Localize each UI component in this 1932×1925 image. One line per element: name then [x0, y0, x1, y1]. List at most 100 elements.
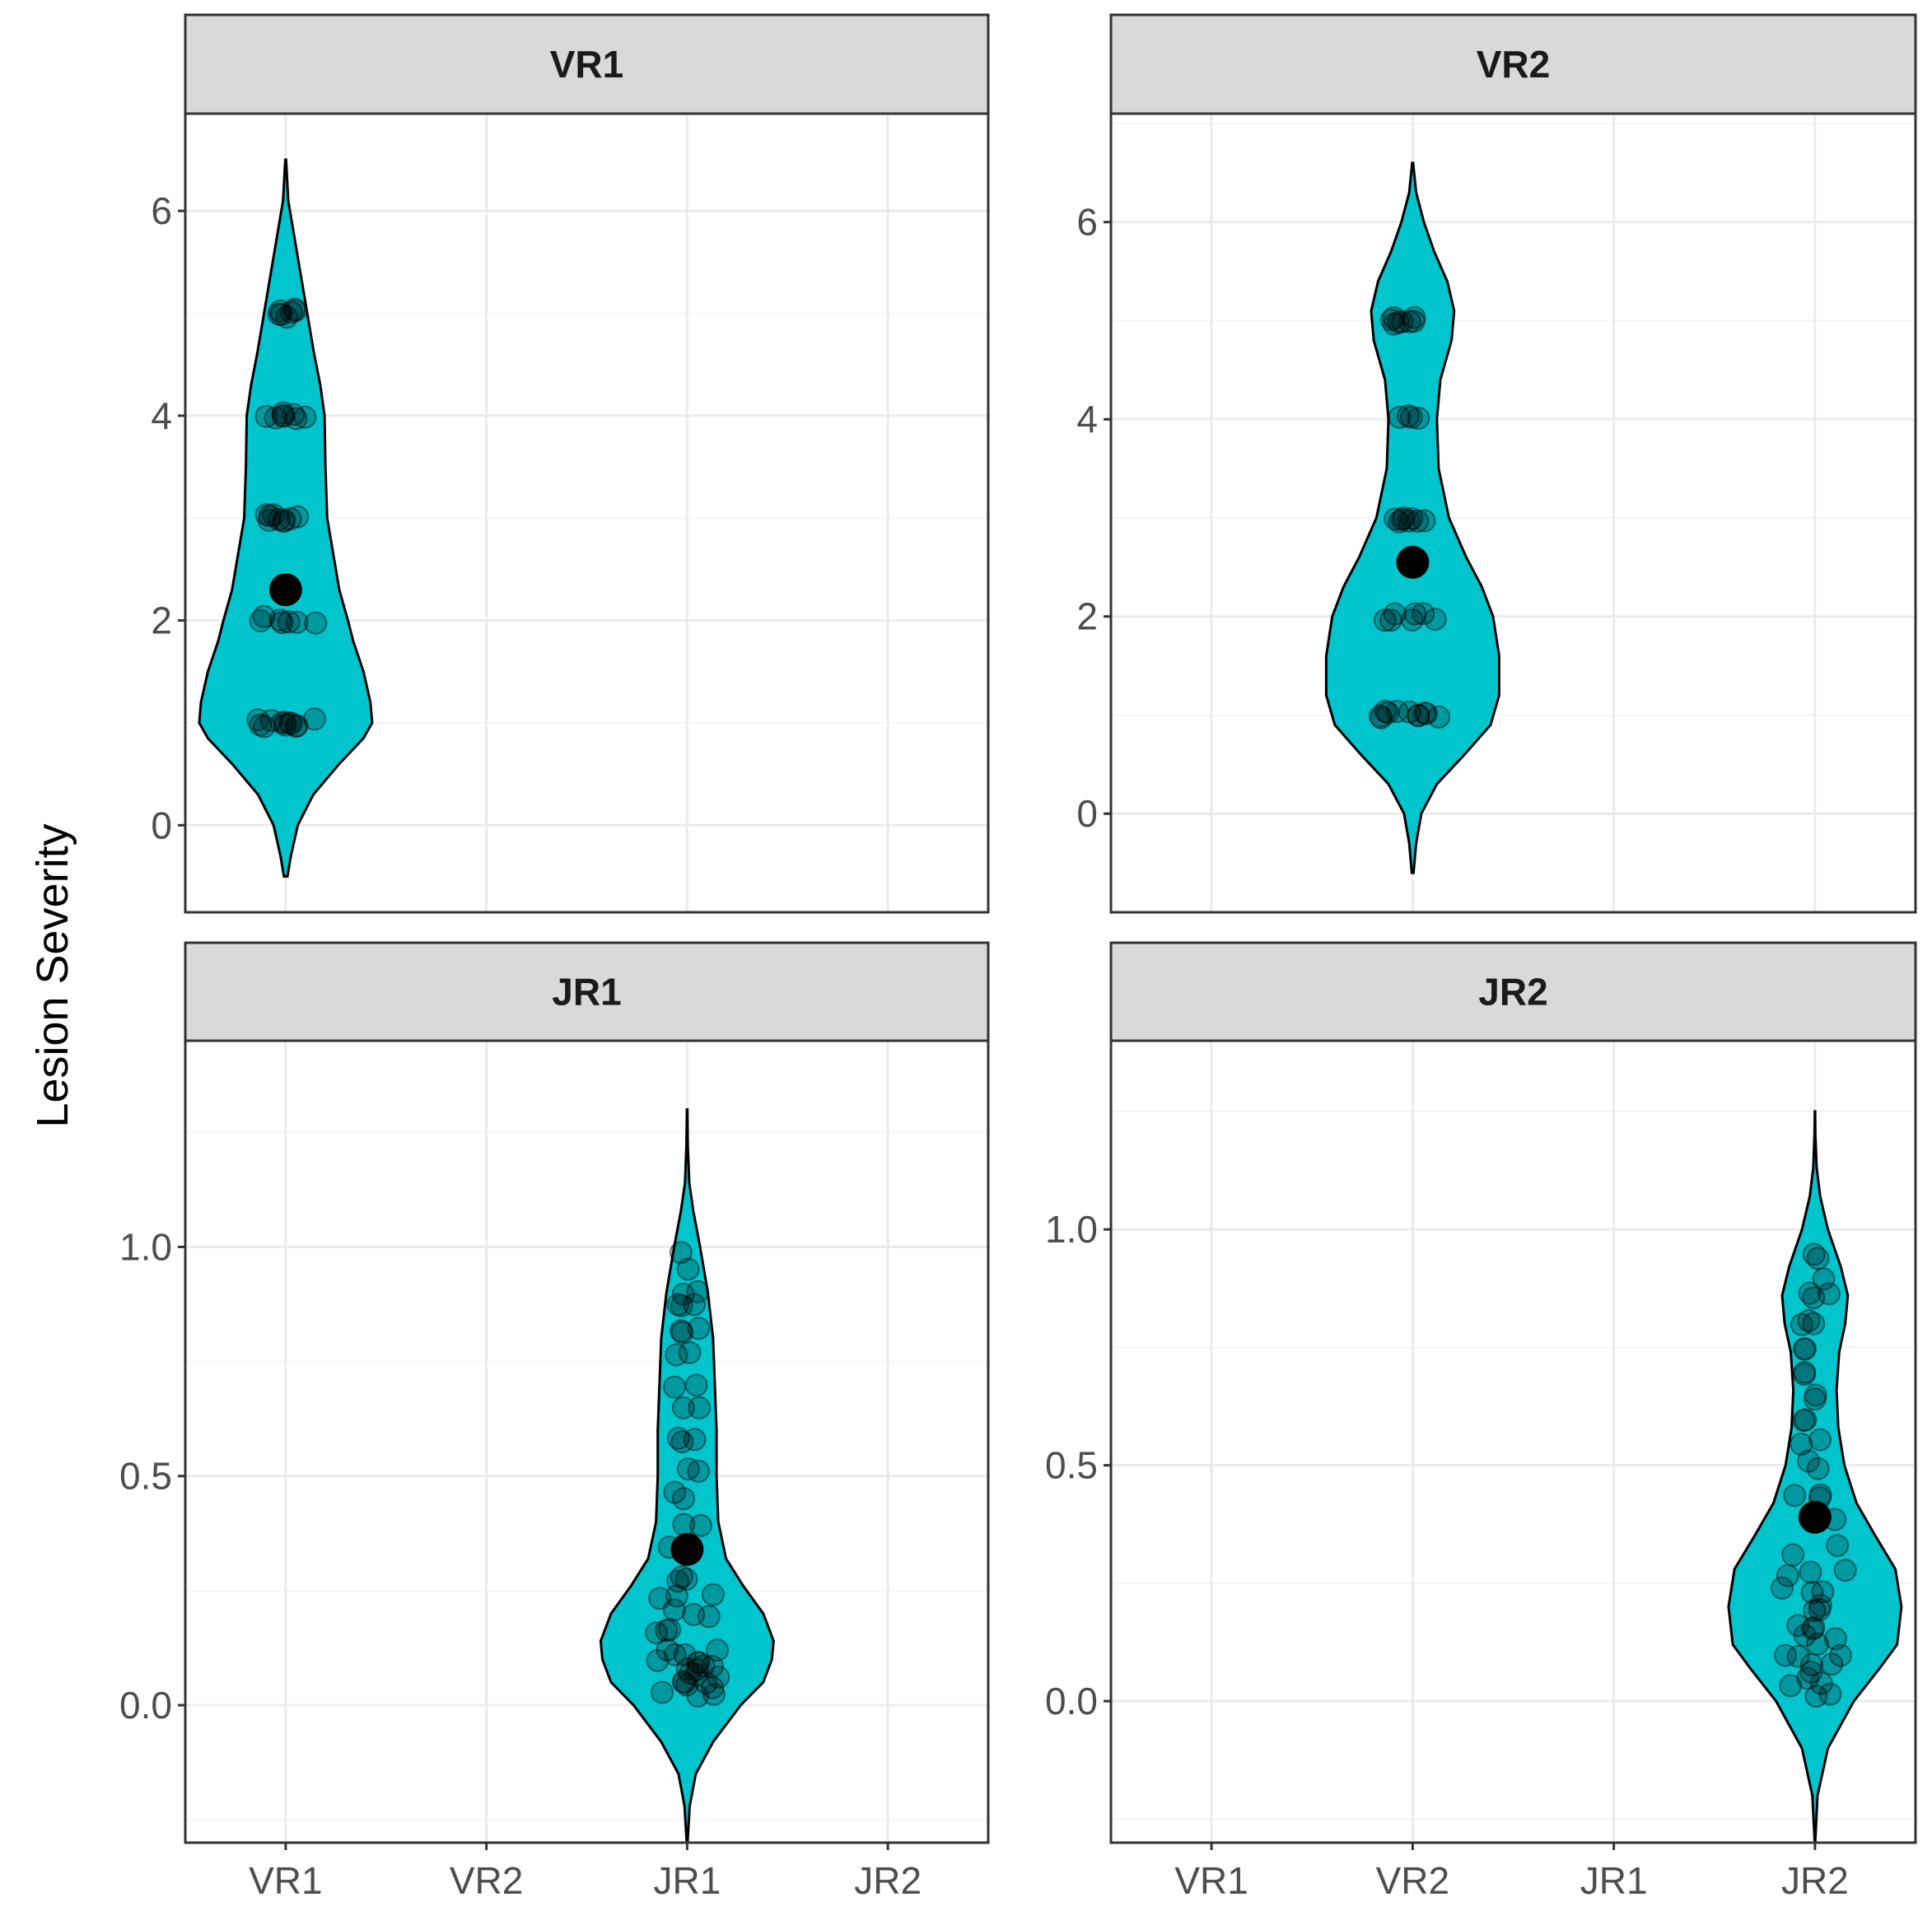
data-point — [666, 1426, 690, 1450]
violin-jr2 — [1727, 1110, 1903, 1844]
data-point — [1399, 405, 1423, 429]
data-point — [1783, 1484, 1807, 1508]
data-point — [688, 1396, 712, 1419]
data-point — [304, 611, 328, 635]
data-point — [1793, 1360, 1817, 1384]
panel-vr1: VR1 0 2 4 6 — [151, 13, 990, 914]
data-point — [1412, 602, 1435, 626]
data-point — [273, 711, 297, 734]
data-point — [1804, 1383, 1827, 1407]
facet-strip-label: VR1 — [550, 43, 623, 86]
data-point — [278, 507, 302, 531]
data-point — [270, 611, 294, 635]
data-point — [1402, 305, 1426, 329]
data-point — [1800, 1581, 1824, 1605]
facet-strip-label: JR1 — [552, 971, 621, 1014]
data-point — [663, 1643, 687, 1666]
data-point — [1806, 1247, 1830, 1270]
data-point — [666, 1569, 689, 1593]
facet-strip-label: VR2 — [1477, 43, 1550, 86]
data-point — [267, 507, 291, 531]
data-point — [1398, 310, 1422, 333]
data-point — [1388, 510, 1412, 534]
panel-jr1: JR1 0.0 0.5 1.0 VR1 VR2 JR1 JR2 — [119, 941, 990, 1902]
y-tick-label: 4 — [1076, 398, 1098, 440]
y-tick-label: 6 — [151, 189, 172, 232]
data-point — [1384, 507, 1407, 531]
data-point — [689, 1513, 712, 1537]
data-point — [669, 1319, 693, 1343]
facet-strip — [1109, 941, 1917, 1042]
data-point — [658, 1618, 681, 1642]
data-point — [1802, 1286, 1826, 1310]
data-point — [258, 504, 282, 528]
data-point — [269, 302, 293, 326]
data-point — [1407, 704, 1430, 728]
data-point — [267, 302, 291, 326]
panel-background — [1111, 114, 1916, 912]
data-point — [673, 1643, 697, 1666]
data-point — [701, 1676, 725, 1699]
data-point — [707, 1666, 730, 1689]
data-point — [1400, 608, 1424, 632]
data-point — [684, 1373, 708, 1397]
data-point — [303, 707, 326, 731]
violin-vr1 — [198, 158, 374, 879]
data-point — [271, 403, 295, 427]
data-point — [254, 404, 278, 428]
data-point — [1797, 1309, 1821, 1333]
x-tick-label: VR2 — [1376, 1859, 1449, 1902]
data-point — [1779, 1674, 1803, 1698]
x-tick-label: JR1 — [1580, 1859, 1648, 1902]
data-point — [676, 1257, 700, 1281]
data-point — [1383, 602, 1407, 626]
data-point — [665, 1343, 688, 1367]
data-point — [1387, 310, 1411, 334]
data-point — [1796, 1666, 1820, 1690]
data-point — [670, 1430, 694, 1454]
data-point — [675, 1657, 699, 1681]
data-point — [687, 1317, 711, 1340]
data-point — [663, 1480, 687, 1504]
data-point — [1427, 705, 1451, 729]
data-point — [1385, 700, 1409, 724]
y-tick-label: 0.0 — [1045, 1680, 1098, 1722]
data-point — [1802, 1312, 1826, 1335]
data-point — [697, 1605, 721, 1629]
data-point — [1388, 405, 1412, 429]
x-tick-label: JR1 — [653, 1859, 721, 1902]
data-point — [1368, 704, 1392, 728]
data-point — [1799, 1652, 1823, 1676]
data-point — [656, 1638, 679, 1662]
data-point — [1797, 1449, 1820, 1473]
data-point — [676, 1457, 700, 1481]
data-point — [1818, 1282, 1841, 1306]
data-point — [1413, 701, 1437, 725]
y-axis-title: Lesion Severity — [28, 823, 77, 1127]
data-point — [679, 1662, 702, 1685]
data-point — [1781, 1543, 1805, 1567]
data-point — [1786, 1614, 1810, 1638]
y-tick-label: 6 — [1076, 201, 1098, 244]
data-point — [264, 406, 287, 430]
data-point — [675, 1673, 699, 1697]
data-point — [1808, 1597, 1832, 1621]
data-point — [682, 1602, 706, 1626]
y-tick-label: 0.5 — [1045, 1444, 1098, 1487]
data-point — [666, 1293, 690, 1317]
data-point — [282, 403, 306, 426]
mean-point — [1396, 545, 1430, 579]
data-point — [702, 1682, 726, 1706]
data-point — [701, 1655, 724, 1678]
data-point — [1828, 1643, 1852, 1667]
data-point — [1397, 404, 1421, 428]
data-point — [1403, 602, 1427, 626]
data-point — [1803, 1599, 1827, 1623]
data-point — [1806, 1632, 1830, 1656]
data-point — [254, 503, 278, 526]
data-point — [685, 1657, 709, 1681]
data-point — [686, 1651, 710, 1675]
data-point — [280, 711, 303, 735]
data-point — [293, 405, 317, 429]
x-tick-label: JR2 — [1781, 1859, 1849, 1902]
